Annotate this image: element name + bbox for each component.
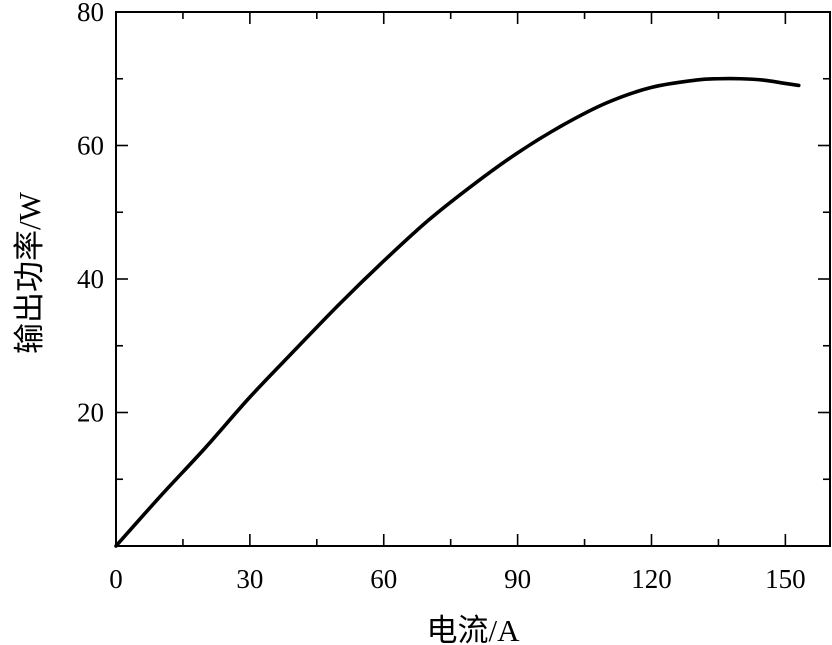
x-axis-title: 电流/A <box>427 613 521 645</box>
y-tick-label: 20 <box>77 398 104 428</box>
y-tick-label: 60 <box>77 131 104 161</box>
plot-frame <box>115 11 831 547</box>
x-tick-label: 60 <box>370 564 397 594</box>
x-tick-label: 150 <box>765 564 806 594</box>
axis-tick-labels: 0 30 60 90 120 150 20 40 60 80 <box>77 0 806 594</box>
y-axis-title: 输出功率/W <box>12 191 47 354</box>
y-tick-label: 40 <box>77 264 104 294</box>
axis-ticks <box>115 11 830 546</box>
x-tick-label: 120 <box>631 564 672 594</box>
x-tick-label: 90 <box>504 564 531 594</box>
x-tick-label: 0 <box>109 564 123 594</box>
y-tick-label: 80 <box>77 0 104 27</box>
output-power-curve <box>114 76 801 548</box>
x-tick-label: 30 <box>236 564 263 594</box>
